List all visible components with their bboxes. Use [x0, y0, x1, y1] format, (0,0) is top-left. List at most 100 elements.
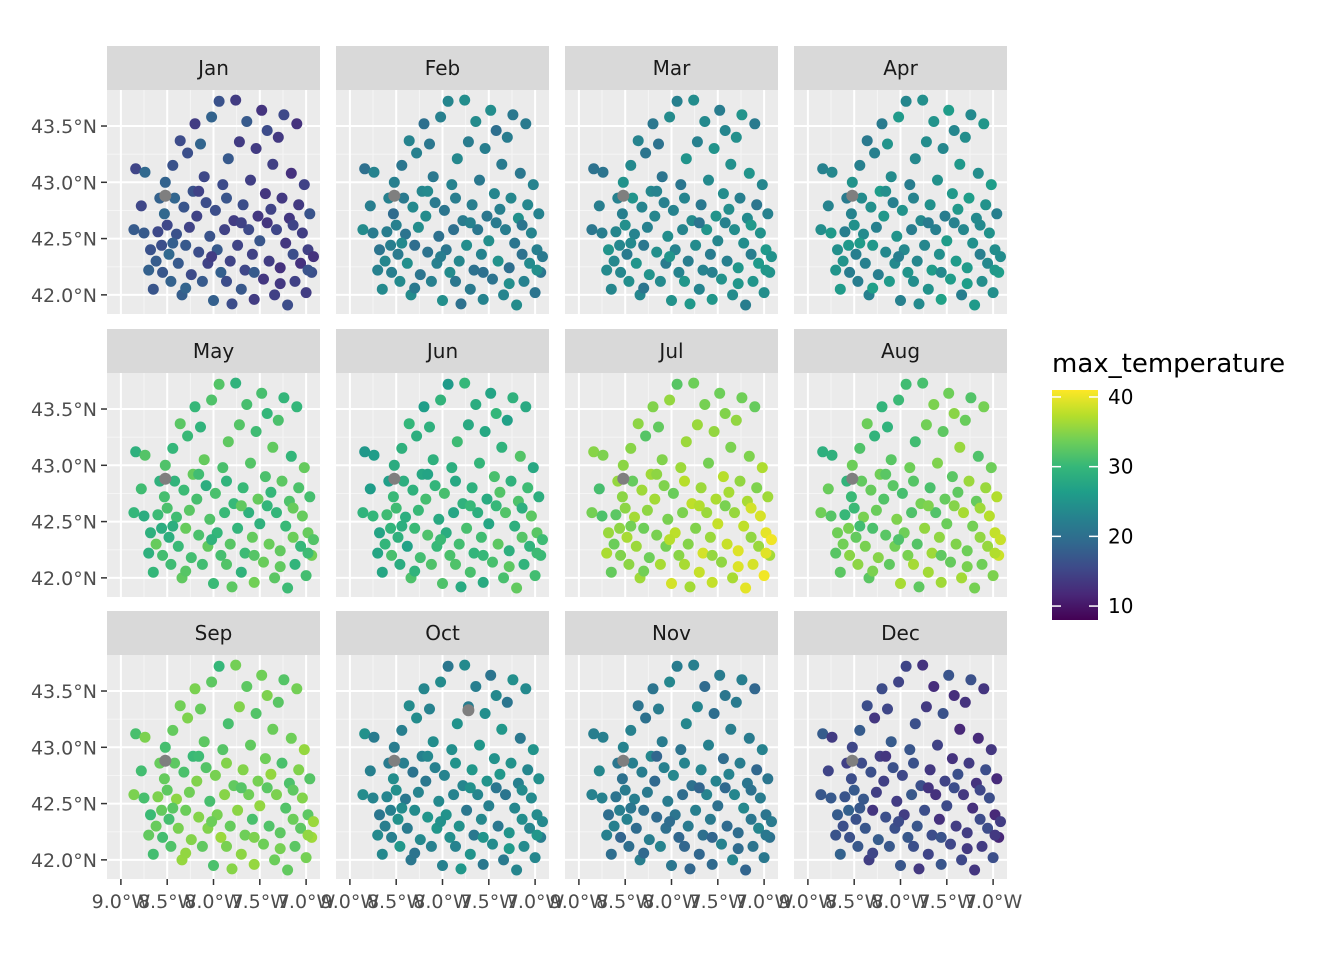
data-point	[697, 829, 709, 841]
data-point	[909, 436, 921, 448]
data-point	[760, 264, 772, 276]
data-point	[250, 426, 262, 437]
data-point	[241, 116, 253, 127]
data-point	[719, 500, 731, 512]
data-point	[656, 454, 668, 466]
data-point	[610, 791, 622, 803]
data-point	[169, 192, 181, 204]
data-point	[196, 558, 208, 570]
data-point	[274, 561, 286, 573]
data-point	[525, 510, 537, 522]
data-point	[989, 829, 1001, 841]
data-point	[603, 809, 614, 821]
data-point	[138, 510, 150, 522]
data-point	[367, 510, 379, 522]
data-point	[870, 221, 882, 233]
data-point	[226, 863, 238, 875]
facet-label: Nov	[652, 621, 691, 645]
data-point	[511, 299, 523, 311]
data-point	[848, 784, 860, 796]
data-point	[664, 394, 676, 406]
data-point	[880, 185, 892, 197]
data-point	[710, 775, 722, 787]
data-point	[845, 208, 857, 220]
data-point	[296, 510, 308, 522]
data-point	[747, 558, 759, 570]
data-point	[386, 831, 398, 843]
data-point	[636, 484, 648, 496]
data-point	[870, 786, 882, 798]
data-point	[503, 545, 515, 557]
data-point	[656, 736, 668, 748]
data-point	[289, 275, 301, 287]
data-point	[954, 723, 966, 735]
data-point	[437, 860, 448, 871]
data-point	[372, 264, 384, 276]
data-point	[651, 468, 663, 480]
data-point	[627, 192, 639, 204]
data-point	[274, 843, 286, 855]
data-point	[156, 239, 168, 251]
data-point	[710, 493, 722, 505]
data-point	[902, 549, 914, 561]
data-point	[213, 378, 225, 390]
y-tick-label: 43.0°N	[31, 455, 97, 477]
data-point	[364, 765, 376, 777]
data-point	[400, 793, 411, 805]
data-point	[651, 529, 663, 541]
data-point	[882, 703, 893, 715]
data-point	[856, 475, 868, 487]
data-point	[839, 509, 851, 521]
data-point	[239, 547, 251, 559]
data-point	[409, 847, 421, 859]
data-point	[690, 804, 702, 816]
y-tick-label: 43.5°N	[31, 681, 97, 703]
data-point	[959, 696, 971, 708]
data-point	[695, 199, 707, 211]
data-point	[983, 792, 995, 804]
data-point	[987, 570, 999, 582]
data-point	[409, 282, 421, 294]
data-point	[394, 275, 406, 287]
data-point	[693, 566, 705, 578]
data-point	[658, 197, 670, 209]
data-point	[848, 502, 860, 514]
data-point	[385, 804, 397, 816]
data-point	[157, 831, 169, 843]
data-point	[625, 520, 637, 532]
data-point	[477, 549, 489, 561]
data-point	[967, 237, 979, 249]
data-point	[930, 507, 942, 519]
data-point	[721, 538, 733, 550]
data-point	[167, 802, 179, 814]
data-point	[854, 802, 866, 814]
data-point	[235, 782, 247, 794]
data-point	[869, 147, 881, 159]
data-point	[438, 487, 450, 499]
data-point	[128, 789, 140, 801]
data-point	[762, 773, 774, 785]
data-point	[396, 724, 408, 736]
x-tick-label: 8.5°W	[138, 891, 197, 913]
data-point	[145, 527, 156, 539]
data-point	[488, 471, 500, 483]
data-point	[867, 239, 879, 251]
data-point	[261, 500, 273, 512]
data-point	[158, 773, 170, 785]
data-point	[893, 251, 905, 263]
data-point	[885, 454, 897, 466]
data-point	[224, 255, 236, 267]
data-point	[464, 217, 476, 229]
data-point	[387, 208, 399, 220]
data-point	[965, 392, 977, 404]
data-point	[198, 736, 210, 748]
data-point	[412, 504, 424, 516]
data-point	[276, 757, 288, 769]
data-point	[950, 538, 962, 550]
data-point	[245, 174, 256, 186]
data-point	[693, 848, 705, 860]
data-point	[427, 454, 439, 466]
data-point	[963, 757, 975, 769]
data-point	[867, 847, 879, 859]
data-point	[206, 251, 218, 263]
